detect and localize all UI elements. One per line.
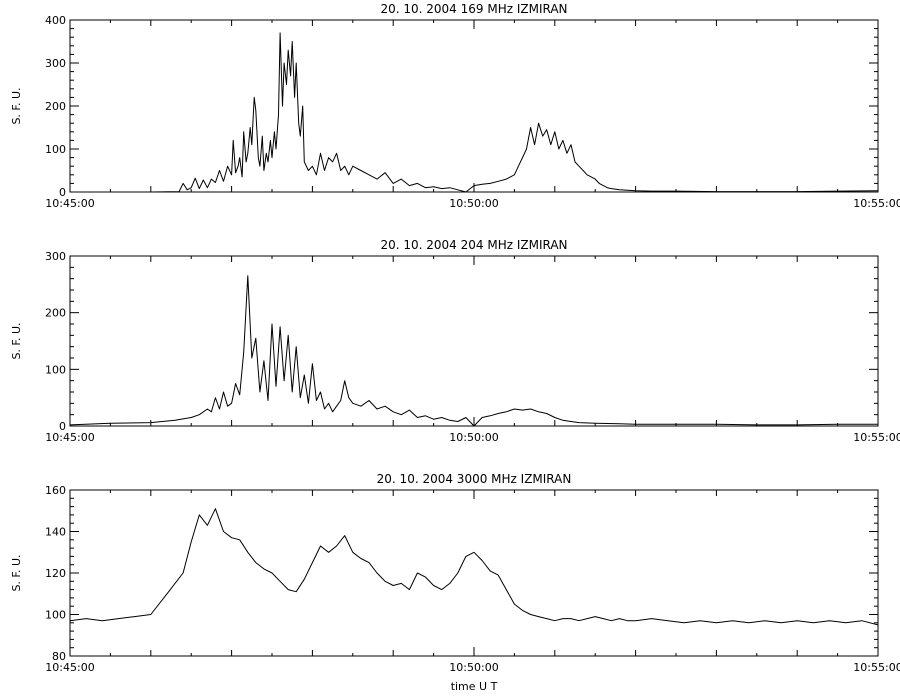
panel-3-ytick-label: 100 bbox=[45, 609, 66, 622]
panel-3-xtick-label: 10:45:00 bbox=[45, 661, 94, 674]
panel-3-xtick-label: 10:50:00 bbox=[449, 661, 498, 674]
panel-3-ytick-label: 140 bbox=[45, 526, 66, 539]
panel-1-xtick-label: 10:55:00 bbox=[853, 197, 900, 210]
panel-2-xtick-label: 10:50:00 bbox=[449, 431, 498, 444]
panel-1-xtick-label: 10:45:00 bbox=[45, 197, 94, 210]
panel-1-title: 20. 10. 2004 169 MHz IZMIRAN bbox=[380, 2, 567, 16]
panel-1-ytick-label: 300 bbox=[45, 57, 66, 70]
panel-2-frame bbox=[69, 255, 879, 427]
panel-1-ytick-label: 200 bbox=[45, 100, 66, 113]
panel-1-ytick-label: 100 bbox=[45, 143, 66, 156]
panel-3-xlabel: time U T bbox=[451, 680, 498, 693]
panel-2-ytick-label: 300 bbox=[45, 250, 66, 263]
panel-2-ylabel: S. F. U. bbox=[10, 322, 23, 359]
panel-3-ylabel: S. F. U. bbox=[10, 554, 23, 591]
panel-2-title: 20. 10. 2004 204 MHz IZMIRAN bbox=[380, 238, 567, 252]
panel-3-ytick-label: 160 bbox=[45, 484, 66, 497]
panel-1-xtick-label: 10:50:00 bbox=[449, 197, 498, 210]
panel-2-series-line bbox=[69, 275, 878, 427]
panel-2-ytick-label: 100 bbox=[45, 363, 66, 376]
panel-1-frame bbox=[69, 19, 879, 193]
panel-3-series-line bbox=[69, 508, 879, 626]
panel-3-title: 20. 10. 2004 3000 MHz IZMIRAN bbox=[377, 472, 572, 486]
panel-1-ytick-label: 400 bbox=[45, 14, 66, 27]
panel-3-ytick-label: 80 bbox=[52, 650, 66, 663]
panel-2-xtick-label: 10:55:00 bbox=[853, 431, 900, 444]
panel-1-series-line bbox=[70, 32, 879, 193]
panel-2-xtick-label: 10:45:00 bbox=[45, 431, 94, 444]
panel-2-ytick-label: 200 bbox=[45, 307, 66, 320]
panel-3-xtick-label: 10:55:00 bbox=[853, 661, 900, 674]
panel-1-ytick-label: 0 bbox=[59, 186, 66, 199]
panel-2-ytick-label: 0 bbox=[59, 420, 66, 433]
panel-1-ylabel: S. F. U. bbox=[10, 87, 23, 124]
panel-3-ytick-label: 120 bbox=[45, 567, 66, 580]
panel-3-frame bbox=[69, 489, 879, 657]
